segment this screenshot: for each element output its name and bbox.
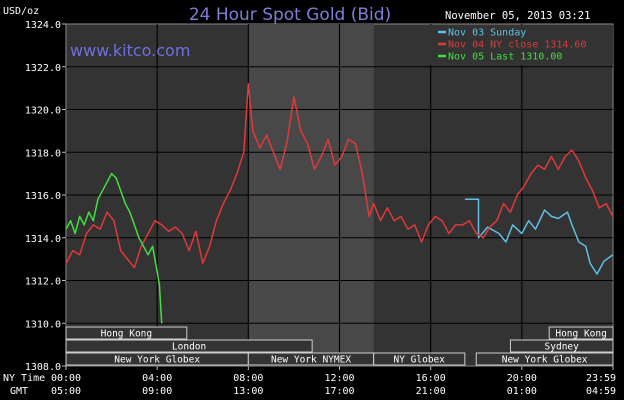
legend-label: Nov 05 Last 1310.00 — [448, 52, 562, 63]
series-line-nov04 — [65, 83, 614, 269]
session-label: New York Globex — [502, 355, 588, 366]
session-label: London — [172, 342, 206, 353]
legend: Nov 03 Sunday Nov 04 NY close 1314.60 No… — [430, 25, 613, 65]
x-tick-label-ny: 08:00 — [233, 373, 263, 384]
x-tick-label-ny: 12:00 — [324, 373, 354, 384]
series-lines — [65, 83, 614, 324]
x-tick-label-ny: 20:00 — [507, 373, 537, 384]
x-tick-label-gmt: 17:00 — [324, 386, 354, 397]
series-line-nov03 — [464, 198, 614, 275]
legend-label: Nov 04 NY close 1314.60 — [448, 40, 586, 51]
legend-label: Nov 03 Sunday — [448, 28, 526, 39]
session-label: NY Globex — [394, 355, 446, 366]
y-tick-label: 1316.0 — [25, 191, 61, 202]
session-label: Hong Kong — [101, 329, 152, 340]
chart-title: 24 Hour Spot Gold (Bid) — [189, 5, 391, 25]
y-tick-label: 1310.0 — [25, 319, 61, 330]
x-tick-label-ny: 04:00 — [142, 373, 172, 384]
legend-box — [430, 25, 613, 65]
x-tick-label-ny: 23:59 — [586, 373, 616, 384]
website-label: www.kitco.com — [70, 41, 190, 60]
session-label: Hong Kong — [555, 329, 606, 340]
session-bar — [373, 352, 466, 366]
y-tick-label: 1318.0 — [25, 148, 61, 159]
session-label: New York NYMEX — [271, 355, 351, 366]
ny-time-label: NY Time — [3, 373, 45, 384]
legend-item-nov04: Nov 04 NY close 1314.60 — [438, 40, 586, 51]
y-tick-label: 1324.0 — [25, 20, 61, 31]
grid-lines — [66, 24, 613, 366]
x-tick-label-gmt: 09:00 — [142, 386, 172, 397]
chart-date: November 05, 2013 03:21 — [445, 10, 590, 22]
series-line-nov05 — [65, 172, 163, 324]
x-tick-label-gmt: 01:00 — [507, 386, 537, 397]
market-sessions: Hong Kong Hong Kong London Sydney New York G… — [65, 326, 614, 366]
x-tick-label-ny: 00:00 — [51, 373, 81, 384]
session-label: New York Globex — [114, 355, 200, 366]
x-tick-label-gmt: 04:59 — [586, 386, 616, 397]
session-bar — [509, 339, 614, 353]
session-bar — [548, 326, 614, 340]
session-bar — [65, 326, 188, 340]
session-bar — [475, 352, 614, 366]
y-tick-label: 1314.0 — [25, 234, 61, 245]
gmt-label: GMT — [10, 386, 28, 397]
x-axis-ticks: 00:00 04:00 08:00 12:00 16:00 20:00 23:59 05:00… — [51, 366, 616, 397]
x-tick-label-gmt: 21:00 — [416, 386, 446, 397]
y-tick-label: 1308.0 — [25, 362, 61, 373]
x-tick-label-gmt: 05:00 — [51, 386, 81, 397]
legend-item-nov05: Nov 05 Last 1310.00 — [438, 52, 562, 63]
session-label: Sydney — [545, 342, 580, 353]
unit-label: USD/oz — [3, 6, 39, 17]
y-tick-label: 1322.0 — [25, 63, 61, 74]
y-axis-ticks: 1308.0 1310.0 1312.0 1314.0 1316.0 1318.0 1320… — [25, 20, 66, 373]
x-tick-label-ny: 16:00 — [416, 373, 446, 384]
legend-item-nov03: Nov 03 Sunday — [438, 28, 526, 39]
y-tick-label: 1312.0 — [25, 277, 61, 288]
y-tick-label: 1320.0 — [25, 106, 61, 117]
session-bar — [65, 339, 313, 353]
x-tick-label-gmt: 13:00 — [233, 386, 263, 397]
